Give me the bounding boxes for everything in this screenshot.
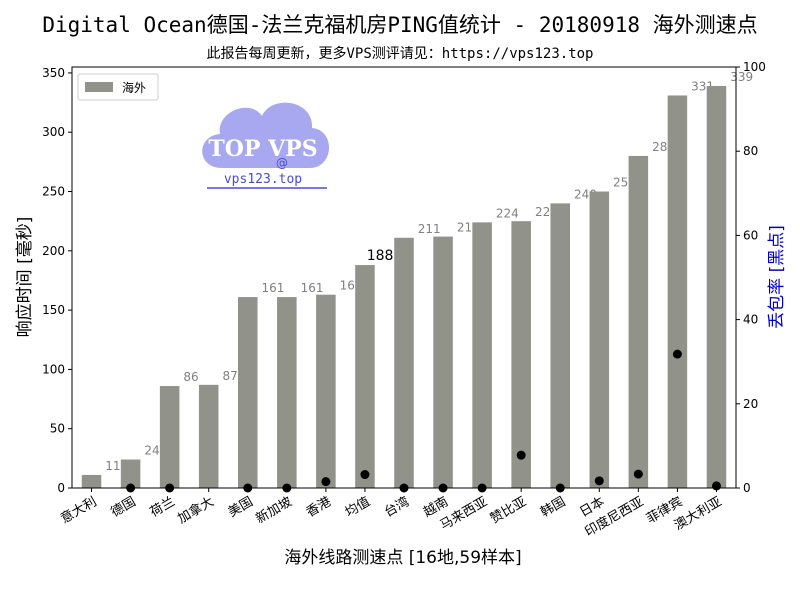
- bar: [511, 221, 531, 489]
- bar: [198, 384, 219, 488]
- x-tick-label: 赞比亚: [488, 494, 529, 526]
- x-axis-label: 海外线路测速点 [16地,59样本]: [284, 548, 521, 568]
- y-tick-label: 350: [42, 66, 65, 80]
- y-tick-label: 250: [42, 185, 65, 199]
- watermark-cloud-icon: [202, 102, 330, 168]
- x-tick-label: 均值: [342, 494, 373, 521]
- x-tick-label: 台湾: [381, 494, 412, 521]
- x-tick-label: 加拿大: [175, 494, 217, 527]
- legend-swatch: [85, 82, 113, 92]
- watermark-logo-text: TOP VPS: [208, 136, 317, 162]
- y2-tick-label: 60: [743, 228, 758, 242]
- y2-axis-label: 丢包率 [黑点]: [767, 225, 787, 329]
- bar-value-label: 161: [262, 281, 285, 295]
- x-tick-label: 美国: [226, 494, 256, 520]
- bar: [628, 155, 649, 488]
- average-value-label: 188: [367, 248, 394, 264]
- bar-value-label: 87: [222, 369, 237, 383]
- y-tick-label: 300: [42, 125, 65, 139]
- bar: [589, 191, 610, 489]
- bar-value-label: 11: [105, 459, 120, 473]
- bar-value-label: 86: [183, 370, 198, 384]
- legend-frame: [77, 73, 159, 101]
- y2-tick-label: 20: [743, 397, 758, 411]
- bar: [550, 203, 570, 488]
- y-axis-label: 响应时间 [毫秒]: [15, 217, 35, 338]
- bar-value-label: 224: [496, 206, 519, 220]
- x-tick-label: 意大利: [58, 494, 100, 527]
- y2-tick-label: 0: [743, 481, 751, 495]
- bar: [394, 237, 414, 488]
- bar: [238, 297, 258, 488]
- y-tick-label: 150: [42, 303, 65, 317]
- x-tick-label: 德国: [109, 494, 139, 520]
- bar-value-label: 24: [144, 444, 159, 458]
- bar: [355, 265, 375, 488]
- watermark-url: vps123.top: [224, 172, 302, 187]
- bar: [277, 297, 297, 488]
- x-tick-label: 荷兰: [148, 494, 178, 520]
- y2-tick-label: 80: [743, 144, 758, 158]
- bar: [433, 236, 453, 488]
- y-tick-label: 200: [42, 244, 65, 258]
- loss-dot: [594, 476, 604, 486]
- loss-dot: [516, 450, 526, 460]
- y2-tick-label: 40: [743, 313, 758, 327]
- loss-dot: [633, 469, 643, 479]
- chart-title: Digital Ocean德国-法兰克福机房PING值统计 - 20180918…: [42, 13, 757, 37]
- loss-dot: [672, 349, 682, 359]
- bar-value-label: 211: [418, 222, 441, 236]
- watermark-logo: TOP VPS @ vps123.top: [202, 102, 330, 189]
- bar: [706, 85, 727, 489]
- y-tick-label: 100: [42, 362, 65, 376]
- bar: [316, 294, 336, 488]
- bar: [159, 386, 180, 488]
- bar: [81, 474, 102, 488]
- legend: 海外: [77, 73, 159, 101]
- x-tick-label: 香港: [304, 494, 334, 520]
- watermark-at: @: [276, 156, 288, 170]
- legend-label: 海外: [122, 80, 146, 95]
- loss-dot: [321, 477, 331, 487]
- loss-dot: [360, 470, 370, 480]
- y-tick-label: 50: [50, 422, 65, 436]
- x-tick-label: 韩国: [538, 494, 568, 520]
- y2-tick-label: 100: [743, 60, 766, 74]
- x-tick-label: 新加坡: [253, 494, 295, 527]
- bar-value-label: 161: [301, 281, 324, 295]
- bar: [667, 95, 688, 488]
- chart-subtitle: 此报告每周更新，更多VPS测评请见：https://vps123.top: [206, 45, 593, 62]
- bar: [472, 222, 492, 489]
- bar: [120, 459, 141, 488]
- y-tick-label: 0: [57, 481, 65, 495]
